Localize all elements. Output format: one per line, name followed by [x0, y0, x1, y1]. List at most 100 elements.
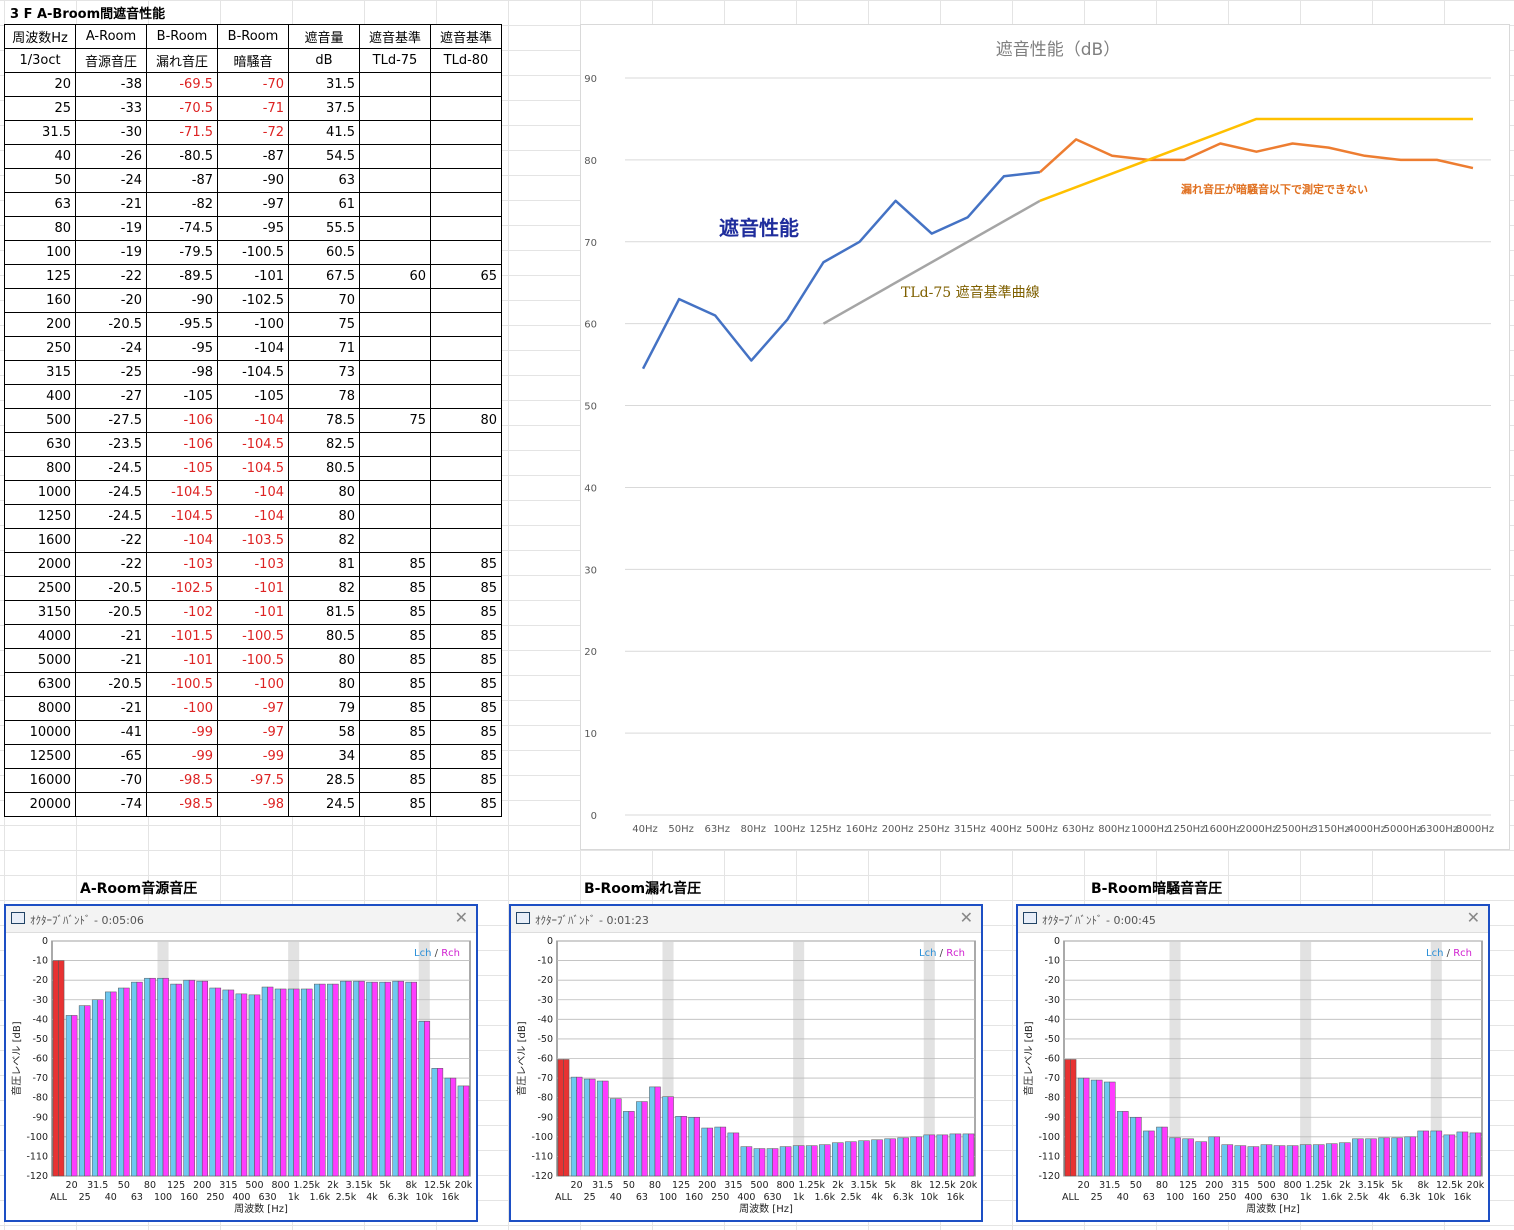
- table-cell[interactable]: -100: [146, 696, 218, 721]
- table-cell[interactable]: -89.5: [146, 264, 218, 289]
- table-cell[interactable]: [430, 528, 502, 553]
- table-cell[interactable]: 160: [4, 288, 76, 313]
- table-cell[interactable]: -22: [75, 552, 147, 577]
- table-cell[interactable]: [359, 432, 431, 457]
- table-cell[interactable]: 80.5: [288, 456, 360, 481]
- table-cell[interactable]: 85: [430, 600, 502, 625]
- table-cell[interactable]: 78.5: [288, 408, 360, 433]
- table-cell[interactable]: 82.5: [288, 432, 360, 457]
- table-cell[interactable]: 1/3oct: [4, 48, 76, 73]
- table-cell[interactable]: -33: [75, 96, 147, 121]
- table-cell[interactable]: 85: [359, 672, 431, 697]
- table-cell[interactable]: [359, 288, 431, 313]
- table-cell[interactable]: -21: [75, 624, 147, 649]
- table-cell[interactable]: -104: [217, 336, 289, 361]
- table-cell[interactable]: [359, 168, 431, 193]
- table-cell[interactable]: 20: [4, 72, 76, 97]
- table-cell[interactable]: -87: [146, 168, 218, 193]
- table-cell[interactable]: -95: [146, 336, 218, 361]
- table-cell[interactable]: [359, 72, 431, 97]
- table-cell[interactable]: [359, 240, 431, 265]
- table-cell[interactable]: -79.5: [146, 240, 218, 265]
- table-cell[interactable]: -82: [146, 192, 218, 217]
- table-cell[interactable]: -105: [146, 384, 218, 409]
- table-cell[interactable]: 遮音量: [288, 24, 360, 49]
- table-cell[interactable]: 漏れ音圧: [146, 48, 218, 73]
- table-cell[interactable]: 80.5: [288, 624, 360, 649]
- table-cell[interactable]: [359, 96, 431, 121]
- table-cell[interactable]: -90: [217, 168, 289, 193]
- table-cell[interactable]: -95: [217, 216, 289, 241]
- table-cell[interactable]: -104.5: [217, 360, 289, 385]
- table-cell[interactable]: 73: [288, 360, 360, 385]
- table-cell[interactable]: 800: [4, 456, 76, 481]
- table-cell[interactable]: -19: [75, 240, 147, 265]
- table-cell[interactable]: 暗騒音: [217, 48, 289, 73]
- table-cell[interactable]: -102.5: [146, 576, 218, 601]
- table-cell[interactable]: -65: [75, 744, 147, 769]
- table-cell[interactable]: 85: [359, 552, 431, 577]
- table-cell[interactable]: 1250: [4, 504, 76, 529]
- table-cell[interactable]: -20.5: [75, 312, 147, 337]
- table-cell[interactable]: [359, 456, 431, 481]
- table-cell[interactable]: [430, 504, 502, 529]
- table-cell[interactable]: 58: [288, 720, 360, 745]
- table-cell[interactable]: 85: [430, 552, 502, 577]
- table-cell[interactable]: [430, 192, 502, 217]
- table-cell[interactable]: -70: [217, 72, 289, 97]
- table-cell[interactable]: TLd-80: [430, 48, 502, 73]
- table-cell[interactable]: -105: [146, 456, 218, 481]
- table-cell[interactable]: -100.5: [217, 240, 289, 265]
- table-cell[interactable]: -24.5: [75, 480, 147, 505]
- table-cell[interactable]: 80: [288, 648, 360, 673]
- table-cell[interactable]: 85: [430, 672, 502, 697]
- table-cell[interactable]: -71: [217, 96, 289, 121]
- window-titlebar[interactable]: ｵｸﾀｰﾌﾞﾊﾞﾝﾄﾞ - 0:01:23 ✕: [511, 906, 981, 933]
- table-cell[interactable]: -69.5: [146, 72, 218, 97]
- table-cell[interactable]: 40: [4, 144, 76, 169]
- table-cell[interactable]: -103: [146, 552, 218, 577]
- table-cell[interactable]: -106: [146, 408, 218, 433]
- table-cell[interactable]: -20: [75, 288, 147, 313]
- table-cell[interactable]: 60.5: [288, 240, 360, 265]
- table-cell[interactable]: [430, 120, 502, 145]
- table-cell[interactable]: 75: [359, 408, 431, 433]
- table-cell[interactable]: 85: [430, 624, 502, 649]
- table-cell[interactable]: 31.5: [4, 120, 76, 145]
- table-cell[interactable]: [430, 384, 502, 409]
- table-cell[interactable]: 85: [430, 744, 502, 769]
- table-cell[interactable]: -20.5: [75, 672, 147, 697]
- table-cell[interactable]: -20.5: [75, 576, 147, 601]
- octave-window-a-room[interactable]: ｵｸﾀｰﾌﾞﾊﾞﾝﾄﾞ - 0:05:06 ✕ 0 -10 -20 -30 -40 -50…: [4, 904, 478, 1222]
- table-cell[interactable]: -71.5: [146, 120, 218, 145]
- table-cell[interactable]: 10000: [4, 720, 76, 745]
- table-cell[interactable]: 85: [430, 576, 502, 601]
- table-cell[interactable]: 31.5: [288, 72, 360, 97]
- table-cell[interactable]: [430, 432, 502, 457]
- table-cell[interactable]: 34: [288, 744, 360, 769]
- table-cell[interactable]: 54.5: [288, 144, 360, 169]
- table-cell[interactable]: -101: [146, 648, 218, 673]
- table-cell[interactable]: -104.5: [146, 480, 218, 505]
- close-icon[interactable]: ✕: [454, 908, 468, 927]
- table-cell[interactable]: -104: [217, 408, 289, 433]
- table-cell[interactable]: B-Room: [146, 24, 218, 49]
- table-cell[interactable]: 周波数Hz: [4, 24, 76, 49]
- table-cell[interactable]: -74.5: [146, 216, 218, 241]
- table-cell[interactable]: 75: [288, 312, 360, 337]
- table-cell[interactable]: 61: [288, 192, 360, 217]
- performance-chart[interactable]: 遮音性能（dB） 0 10 20 30 40 50 60 70 80 90 40Hz 50Hz 63Hz 8…: [580, 24, 1510, 850]
- table-cell[interactable]: 音源音圧: [75, 48, 147, 73]
- table-cell[interactable]: -100.5: [146, 672, 218, 697]
- table-cell[interactable]: 85: [430, 648, 502, 673]
- table-cell[interactable]: [430, 360, 502, 385]
- table-cell[interactable]: 82: [288, 528, 360, 553]
- table-cell[interactable]: -38: [75, 72, 147, 97]
- table-cell[interactable]: -21: [75, 696, 147, 721]
- table-cell[interactable]: -106: [146, 432, 218, 457]
- table-cell[interactable]: 16000: [4, 768, 76, 793]
- table-cell[interactable]: 41.5: [288, 120, 360, 145]
- table-cell[interactable]: 67.5: [288, 264, 360, 289]
- octave-window-b-room-noise[interactable]: ｵｸﾀｰﾌﾞﾊﾞﾝﾄﾞ - 0:00:45 ✕ 0 -10 -20 -30 -40 -50…: [1016, 904, 1490, 1222]
- window-titlebar[interactable]: ｵｸﾀｰﾌﾞﾊﾞﾝﾄﾞ - 0:05:06 ✕: [6, 906, 476, 933]
